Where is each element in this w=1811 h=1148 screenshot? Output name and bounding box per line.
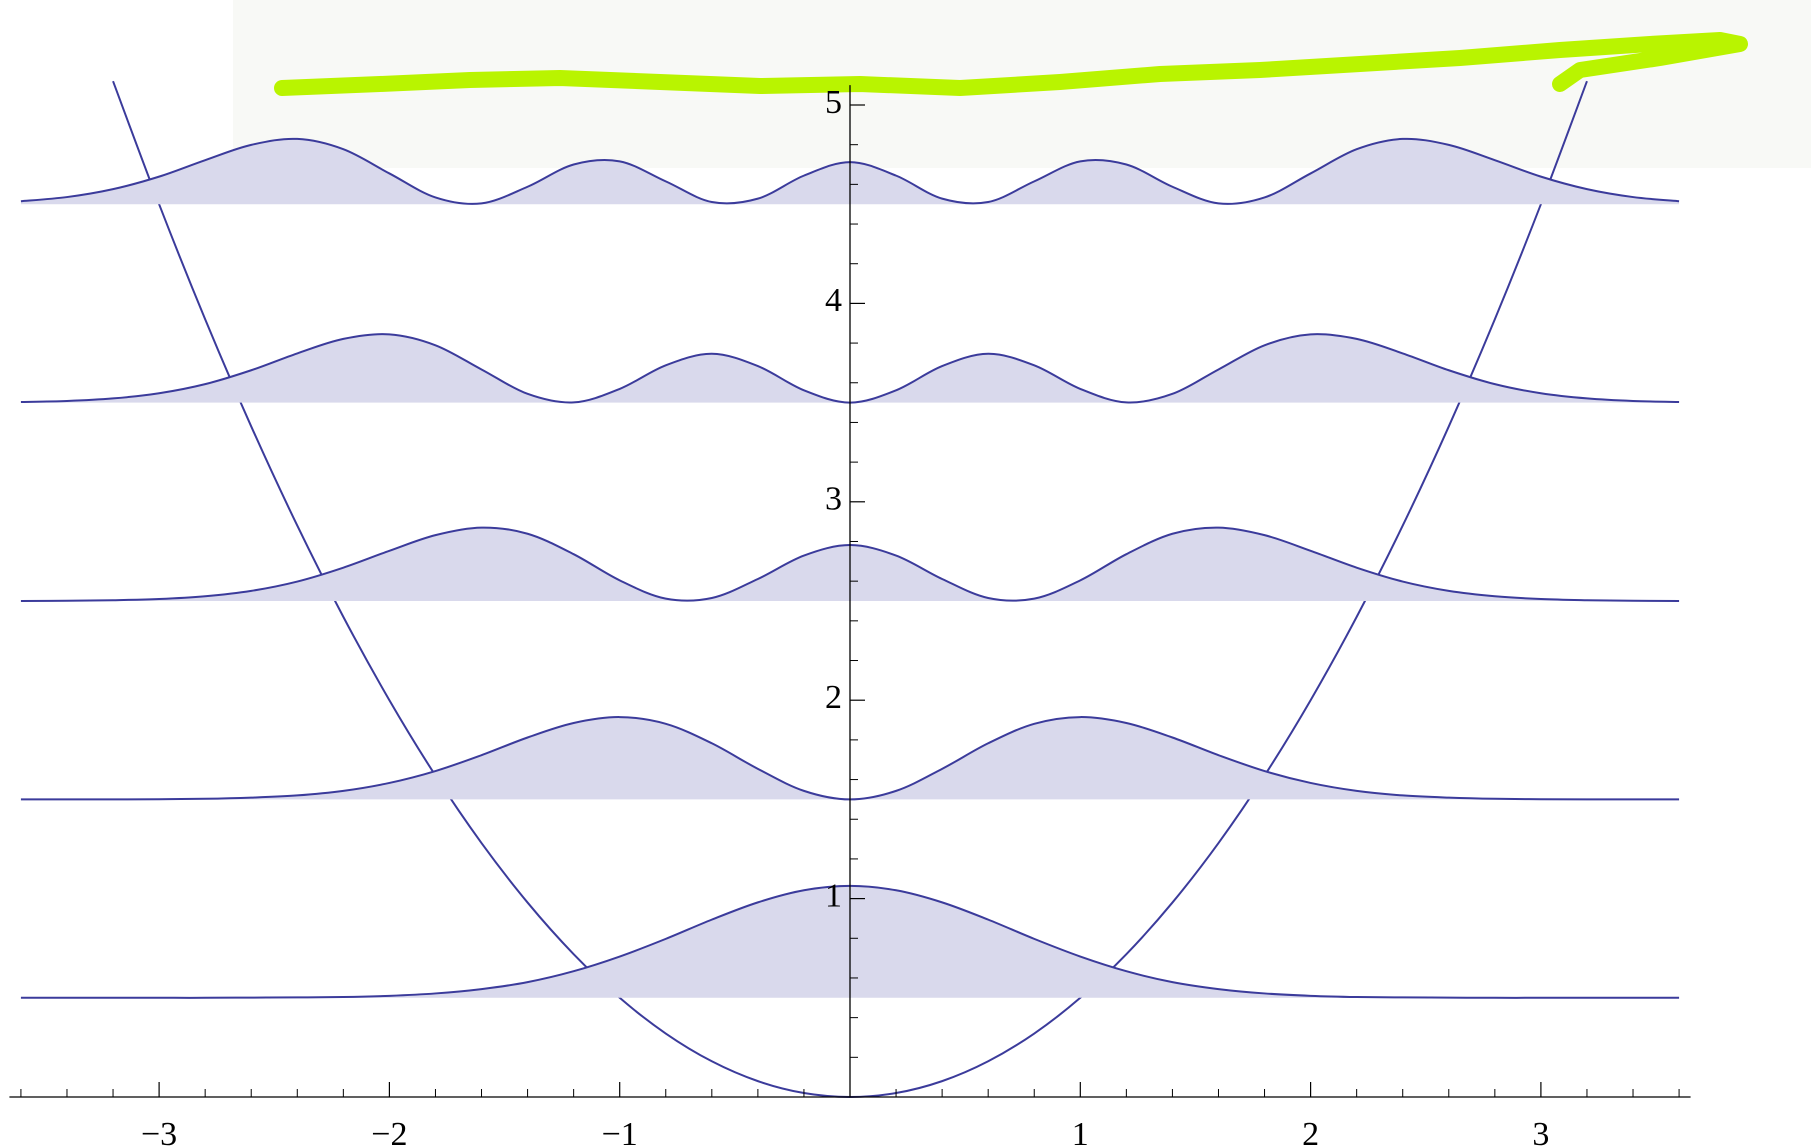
density-fill: [20, 717, 1680, 800]
x-tick-label: 2: [1302, 1116, 1319, 1148]
x-tick-label: −2: [371, 1116, 407, 1148]
x-tick-label: 3: [1532, 1116, 1549, 1148]
y-tick-label: 5: [825, 84, 842, 121]
y-tick-label: 1: [825, 877, 842, 914]
density-fill: [20, 334, 1680, 403]
x-tick-label: 1: [1072, 1116, 1089, 1148]
x-tick-label: −3: [141, 1116, 177, 1148]
y-tick-label: 4: [825, 282, 842, 319]
y-tick-label: 2: [825, 679, 842, 716]
y-tick-label: 3: [825, 481, 842, 518]
x-tick-label: −1: [602, 1116, 638, 1148]
highlighter-scribble: [274, 32, 1748, 96]
axis-layer: −3 −2 −1 1 2 3 1 2 3 4 5: [9, 84, 1691, 1148]
